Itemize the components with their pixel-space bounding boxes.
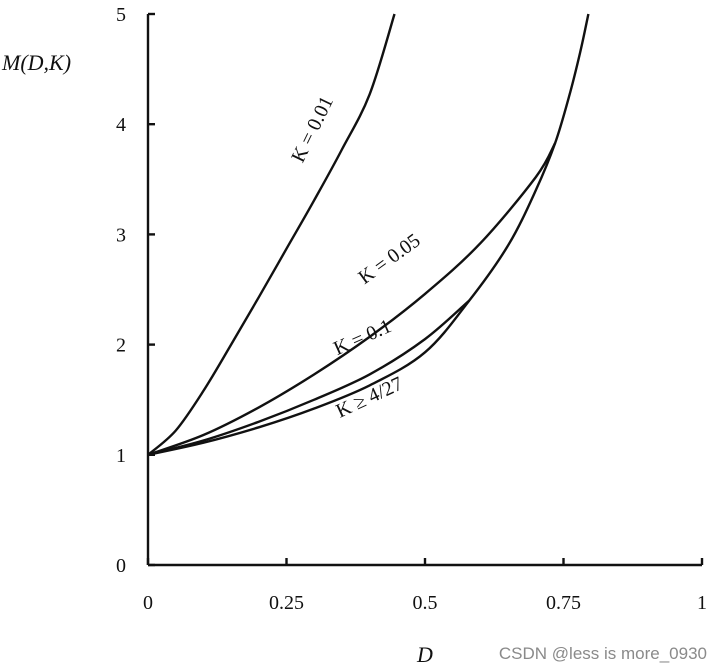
x-tick-label: 0.5 [413,592,438,614]
y-tick-label: 2 [116,335,126,357]
y-tick-label: 1 [116,445,126,467]
y-tick-label: 5 [116,4,126,26]
x-tick-label: 1 [697,592,707,614]
x-tick-label: 0.75 [546,592,581,614]
curve-k-0-1 [147,299,471,456]
curve-label-k-ge-4-27: K ≥ 4/27 [333,373,407,423]
tick-labels: 0 1 2 3 4 5 0 0.25 0.5 0.75 1 [116,4,707,614]
curve-label-k-0-05: K = 0.05 [354,229,424,288]
x-tick-label: 0 [143,592,153,614]
curve-label-k-0-1: K = 0.1 [330,315,394,360]
y-axis-label: M(D,K) [1,50,71,75]
axes [146,14,702,567]
curve-k-0-01 [147,13,396,456]
watermark: CSDN @less is more_0930 [498,644,707,663]
y-tick-label: 3 [116,224,126,246]
curve-labels: K = 0.01 K = 0.05 K = 0.1 K ≥ 4/27 [287,93,424,423]
x-tick-label: 0.25 [269,592,304,614]
curve-k-0-05 [147,142,557,456]
curve-group [147,13,590,456]
x-axis-label: D [416,642,433,667]
y-tick-label: 4 [116,114,126,136]
curve-k-ge-4-27 [147,13,590,456]
y-tick-label: 0 [116,555,126,577]
curve-label-k-0-01: K = 0.01 [287,93,338,166]
